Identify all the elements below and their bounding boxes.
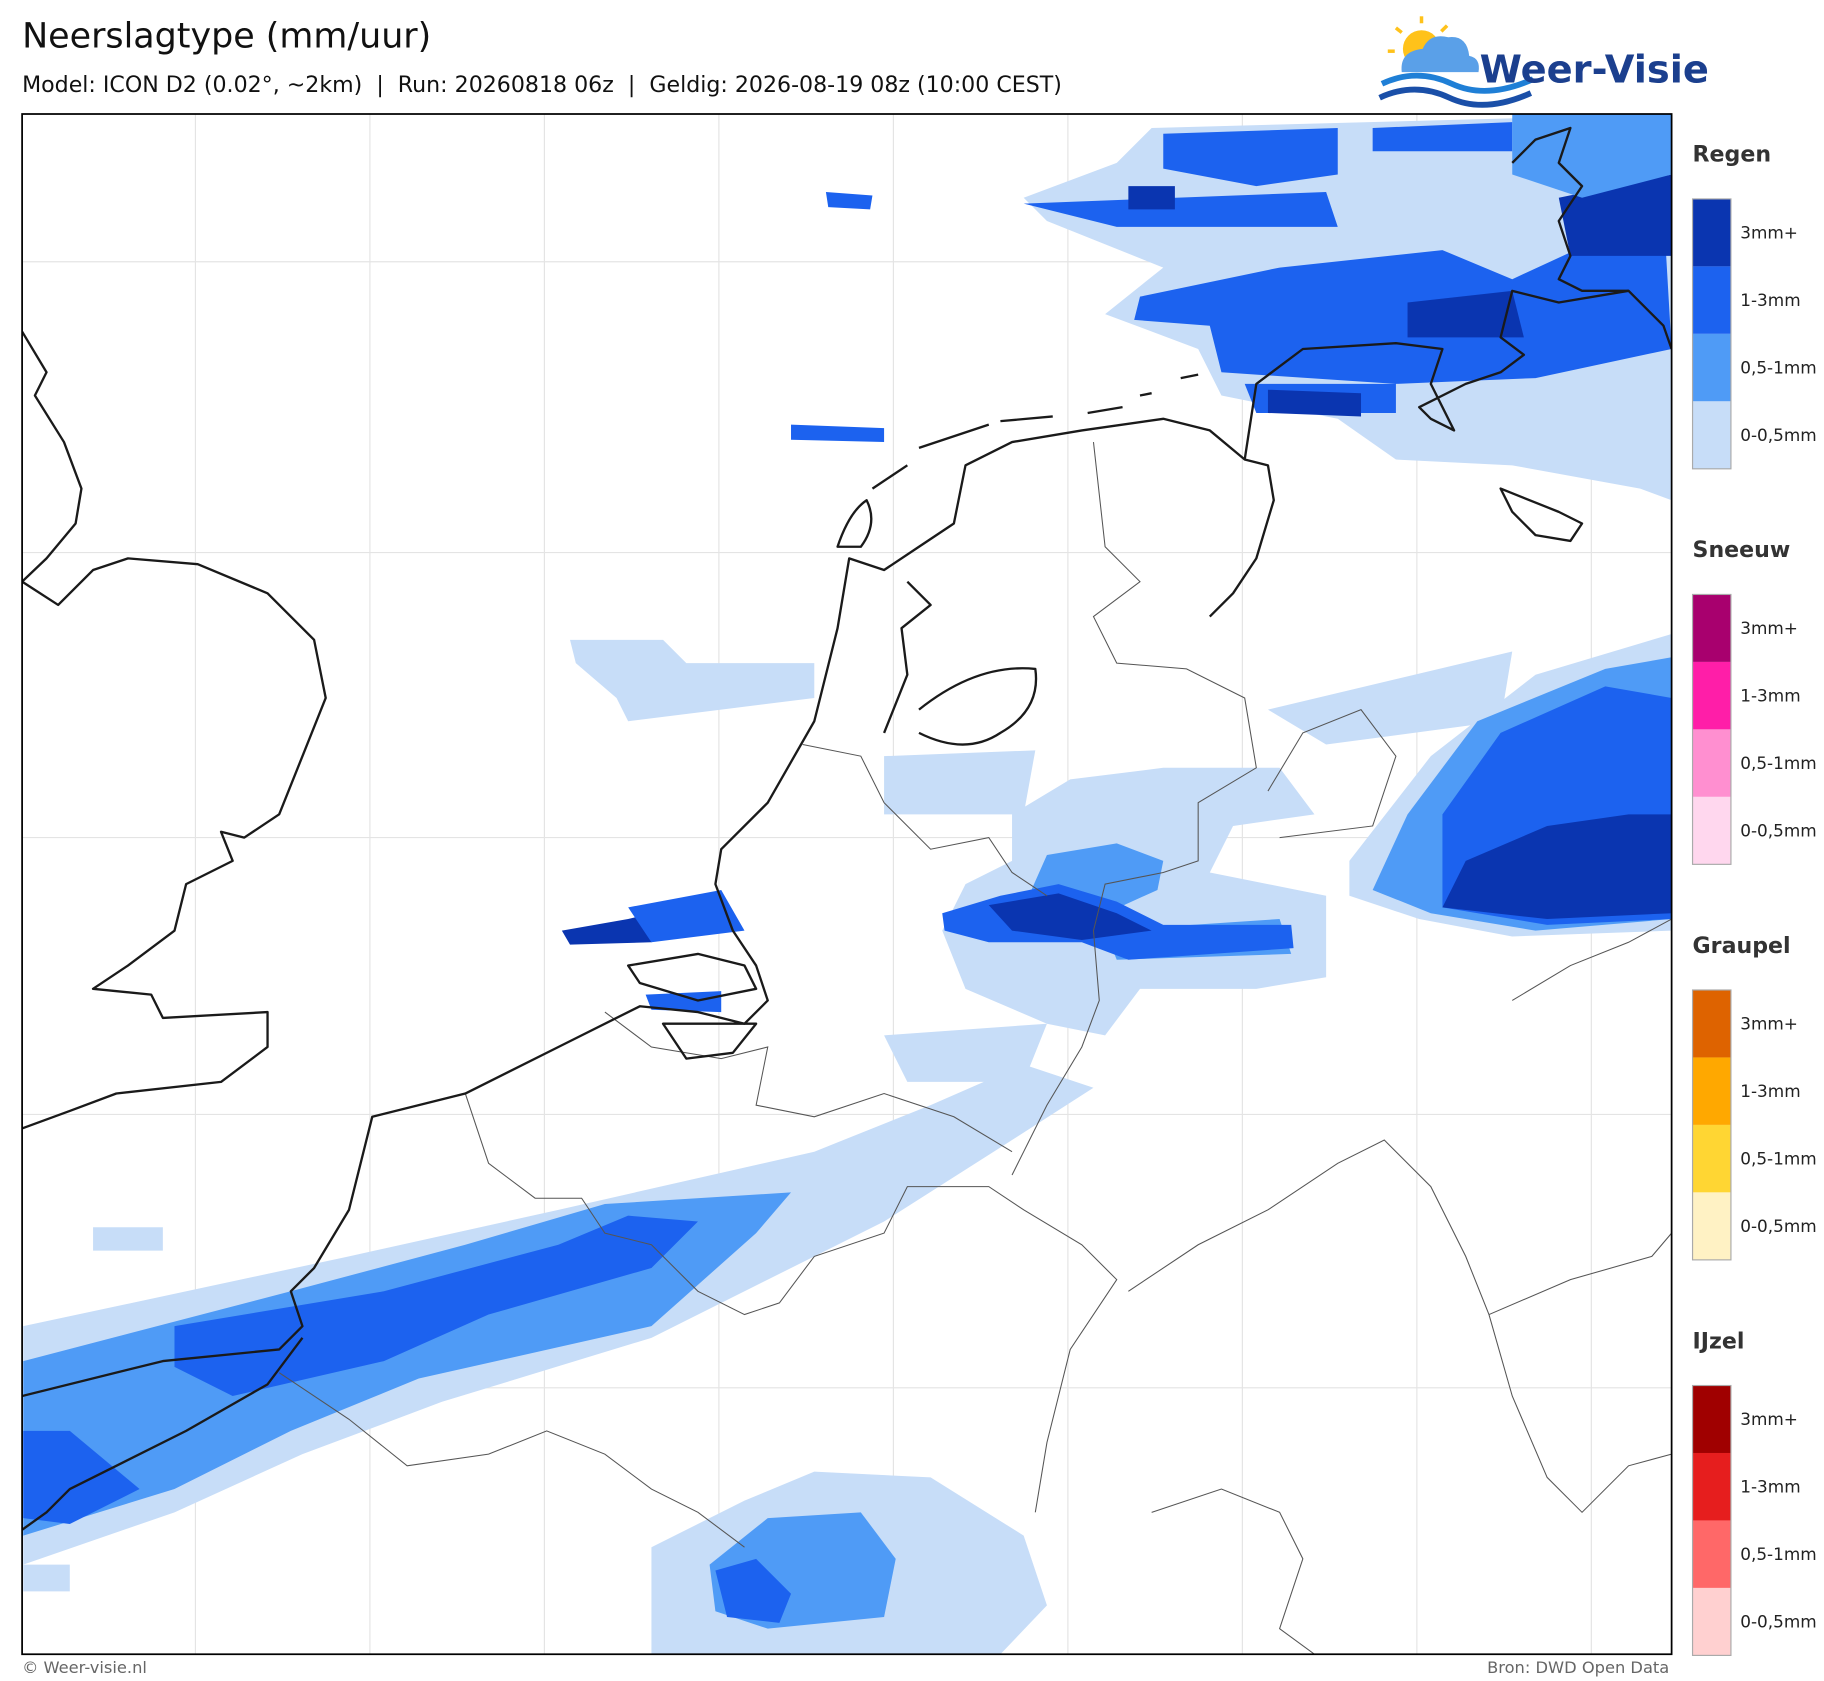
legend-swatch [1692, 1124, 1731, 1193]
legend-label: 0,5-1mm [1740, 357, 1816, 377]
legend-frame [1691, 1384, 1732, 1656]
legend-swatch [1692, 796, 1731, 865]
legend-swatch [1692, 661, 1731, 730]
logo-icon [1378, 16, 1535, 108]
legend-swatch [1692, 266, 1731, 334]
legend-label: 0,5-1mm [1740, 753, 1816, 773]
legend-swatch [1692, 198, 1731, 267]
legend-title: Sneeuw [1693, 537, 1791, 563]
legend-frame [1691, 593, 1732, 865]
subtitle: Model: ICON D2 (0.02°, ~2km) | Run: 2026… [22, 72, 1062, 98]
legend-swatch [1692, 594, 1731, 662]
legend-swatch [1692, 1192, 1731, 1260]
footer-right: Bron: DWD Open Data [1487, 1658, 1669, 1677]
legend-swatch [1692, 729, 1731, 797]
title: Neerslagtype (mm/uur) [22, 17, 431, 57]
legend-title: Graupel [1693, 933, 1791, 959]
legend-swatch [1692, 401, 1731, 469]
legend-frame [1691, 198, 1732, 470]
legend-label: 1-3mm [1740, 1477, 1800, 1497]
coastlines [22, 126, 1672, 1531]
legend-label: 0-0,5mm [1740, 1611, 1816, 1631]
legend-frame [1691, 989, 1732, 1261]
map [22, 114, 1672, 1655]
legend-label: 0,5-1mm [1740, 1544, 1816, 1564]
legend-swatch [1692, 1452, 1731, 1521]
legend-label: 3mm+ [1740, 222, 1798, 242]
legend-swatch [1692, 1057, 1731, 1125]
borders [278, 442, 1672, 1655]
legend: Regen 3mm+ 1-3mm 0,5-1mm 0-0,5mm Sneeuw 3mm+ 1-… [1691, 142, 1817, 1656]
legend-swatch [1692, 989, 1731, 1058]
legend-label: 0-0,5mm [1740, 1216, 1816, 1236]
legend-label: 3mm+ [1740, 618, 1798, 638]
legend-label: 0-0,5mm [1740, 425, 1816, 445]
precipitation [23, 114, 1672, 1655]
legend-title: Regen [1693, 142, 1772, 168]
legend-label: 1-3mm [1740, 685, 1800, 705]
legend-swatch [1692, 1385, 1731, 1453]
legend-label: 0,5-1mm [1740, 1148, 1816, 1168]
logo-text: Weer-Visie [1480, 48, 1709, 93]
legend-label: 3mm+ [1740, 1409, 1798, 1429]
legend-swatch [1692, 333, 1731, 402]
legend-label: 1-3mm [1740, 1081, 1800, 1101]
footer-left: © Weer-visie.nl [22, 1658, 147, 1677]
legend-label: 0-0,5mm [1740, 820, 1816, 840]
legend-label: 3mm+ [1740, 1014, 1798, 1034]
legend-swatch [1692, 1520, 1731, 1588]
legend-title: IJzel [1693, 1328, 1745, 1354]
legend-label: 1-3mm [1740, 290, 1800, 310]
legend-swatch [1692, 1587, 1731, 1656]
logo: Weer-Visie [1378, 16, 1709, 108]
map-frame [21, 113, 1673, 1656]
